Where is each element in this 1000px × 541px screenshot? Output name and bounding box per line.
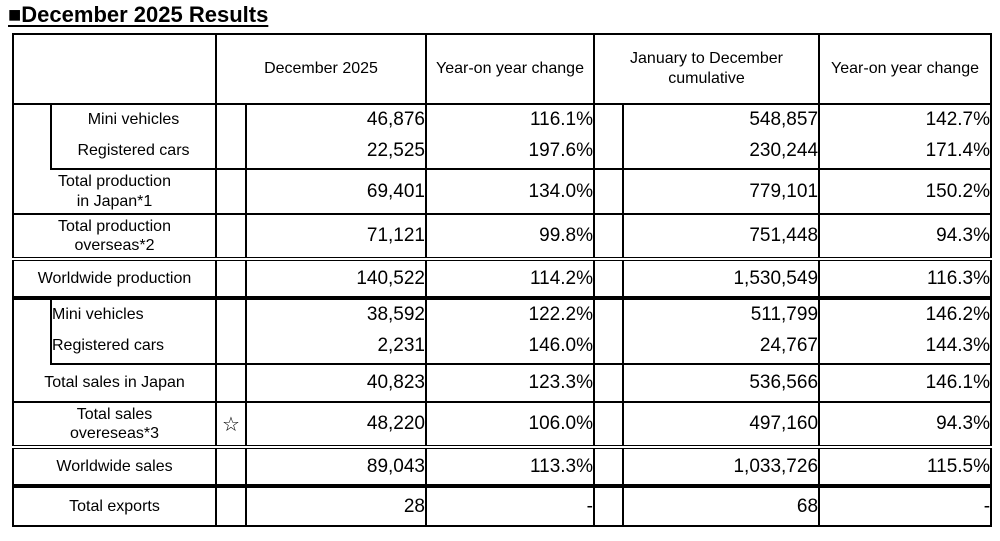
header-corner: [12, 33, 217, 105]
row-total-production-japan: Total production in Japan*1 69,401 134.0…: [12, 168, 993, 215]
row-worldwide-production: Worldwide production 140,522 114.2% 1,53…: [12, 258, 993, 300]
row-label: Registered cars: [50, 328, 217, 365]
value-cumulative: 779,101: [621, 168, 821, 215]
value-yoy2: 94.3%: [818, 401, 993, 449]
star-cell: [215, 446, 247, 488]
value-cumulative: 1,033,726: [621, 446, 821, 488]
star-cell-2: [593, 446, 624, 488]
star-cell-2: [593, 258, 624, 300]
value-december: 71,121: [245, 213, 427, 261]
value-yoy1: 197.6%: [425, 133, 595, 170]
value-december: 69,401: [245, 168, 427, 215]
value-december: 48,220: [245, 401, 427, 449]
star-cell: [215, 363, 247, 403]
value-cumulative: 497,160: [621, 401, 821, 449]
value-yoy1: 122.2%: [425, 297, 595, 329]
row-label: Total production overseas*2: [12, 213, 217, 261]
star-cell-2: [593, 297, 624, 329]
row-label: Worldwide sales: [12, 446, 217, 488]
value-yoy1: -: [425, 485, 595, 527]
star-cell-2: [593, 103, 624, 134]
star-cell-2: [593, 328, 624, 365]
value-yoy2: 146.1%: [818, 363, 993, 403]
value-december: 46,876: [245, 103, 427, 134]
header-yoy-change-2: Year-on year change: [818, 33, 993, 105]
value-december: 40,823: [245, 363, 427, 403]
star-cell: [215, 168, 247, 215]
header-yoy-change-1: Year-on year change: [425, 33, 595, 105]
star-cell: [215, 103, 247, 134]
value-december: 22,525: [245, 133, 427, 170]
value-december: 2,231: [245, 328, 427, 365]
row-label: Total sales overeseas*3: [12, 401, 217, 449]
row-total-sales-japan: Total sales in Japan 40,823 123.3% 536,5…: [12, 363, 993, 403]
row-label: Mini vehicles: [50, 103, 217, 134]
row-production-mini-vehicles: Mini vehicles 46,876 116.1% 548,857 142.…: [12, 103, 993, 169]
value-cumulative: 511,799: [621, 297, 821, 329]
star-cell: [215, 133, 247, 170]
results-table: December 2025 Year-on year change Januar…: [12, 33, 993, 527]
value-yoy1: 99.8%: [425, 213, 595, 261]
value-cumulative: 1,530,549: [621, 258, 821, 300]
value-yoy2: -: [818, 485, 993, 527]
value-yoy1: 114.2%: [425, 258, 595, 300]
indent-cell: [12, 103, 52, 169]
value-cumulative: 230,244: [621, 133, 821, 170]
star-cell-2: [593, 363, 624, 403]
value-yoy1: 134.0%: [425, 168, 595, 215]
row-sales-registered-cars: Registered cars 2,231 146.0% 24,767 144.…: [13, 328, 993, 365]
value-cumulative: 548,857: [621, 103, 821, 134]
value-yoy1: 106.0%: [425, 401, 595, 449]
value-yoy2: 115.5%: [818, 446, 993, 488]
star-icon: ☆: [215, 401, 247, 449]
page-title: ■December 2025 Results: [8, 2, 269, 27]
value-december: 28: [245, 485, 427, 527]
value-yoy2: 116.3%: [818, 258, 993, 300]
row-sales-mini-vehicles: Mini vehicles 38,592 122.2% 511,799 146.…: [12, 297, 993, 364]
header-december-2025: December 2025: [215, 33, 427, 105]
value-cumulative: 68: [621, 485, 821, 527]
value-yoy2: 144.3%: [818, 328, 993, 365]
value-yoy2: 171.4%: [818, 133, 993, 170]
row-label: Registered cars: [50, 133, 217, 170]
header-row: December 2025 Year-on year change Januar…: [12, 33, 993, 105]
star-cell: [215, 258, 247, 300]
star-cell: [215, 213, 247, 261]
row-label: Total sales in Japan: [12, 363, 217, 403]
star-cell-2: [593, 133, 624, 170]
value-december: 89,043: [245, 446, 427, 488]
star-cell: [215, 328, 247, 365]
star-cell-2: [593, 213, 624, 261]
value-yoy2: 150.2%: [818, 168, 993, 215]
row-total-exports: Total exports 28 - 68 -: [12, 485, 993, 527]
value-yoy2: 146.2%: [818, 297, 993, 329]
value-yoy2: 94.3%: [818, 213, 993, 261]
indent-cell: [12, 297, 52, 364]
star-cell-2: [593, 168, 624, 215]
value-cumulative: 536,566: [621, 363, 821, 403]
value-cumulative: 751,448: [621, 213, 821, 261]
row-worldwide-sales: Worldwide sales 89,043 113.3% 1,033,726 …: [12, 446, 993, 488]
star-cell: [215, 297, 247, 329]
header-jan-dec-cumulative: January to December cumulative: [592, 33, 821, 105]
value-yoy1: 146.0%: [425, 328, 595, 365]
value-december: 38,592: [245, 297, 427, 329]
row-label: Mini vehicles: [50, 297, 217, 329]
row-production-registered-cars: Registered cars 22,525 197.6% 230,244 17…: [13, 133, 993, 170]
value-yoy2: 142.7%: [818, 103, 993, 134]
star-cell-2: [593, 401, 624, 449]
row-label: Total exports: [12, 485, 217, 527]
value-yoy1: 123.3%: [425, 363, 595, 403]
value-cumulative: 24,767: [621, 328, 821, 365]
value-yoy1: 113.3%: [425, 446, 595, 488]
row-total-sales-overseas: Total sales overeseas*3 ☆ 48,220 106.0% …: [12, 401, 993, 449]
row-label: Worldwide production: [12, 258, 217, 300]
star-cell-2: [593, 485, 624, 527]
star-cell: [215, 485, 247, 527]
value-yoy1: 116.1%: [425, 103, 595, 134]
row-label: Total production in Japan*1: [12, 168, 217, 215]
value-december: 140,522: [245, 258, 427, 300]
row-total-production-overseas: Total production overseas*2 71,121 99.8%…: [12, 213, 993, 261]
